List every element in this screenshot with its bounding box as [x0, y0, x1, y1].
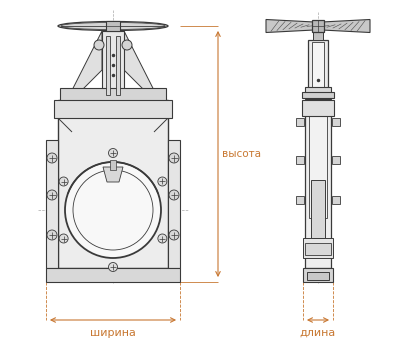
Bar	[296, 118, 304, 126]
Bar	[110, 160, 116, 170]
Bar	[332, 156, 340, 164]
Bar	[296, 196, 304, 204]
Circle shape	[47, 230, 57, 240]
Bar	[308, 40, 328, 95]
Bar	[312, 20, 324, 32]
Text: высота: высота	[222, 149, 261, 159]
Polygon shape	[63, 31, 102, 108]
Bar	[303, 238, 333, 258]
Polygon shape	[322, 19, 370, 33]
Bar	[46, 140, 58, 268]
Bar	[332, 196, 340, 204]
Bar	[58, 100, 168, 268]
Bar	[305, 87, 331, 99]
Bar	[60, 88, 166, 102]
Bar	[305, 243, 331, 255]
Polygon shape	[124, 31, 163, 108]
Bar	[106, 36, 110, 95]
Bar	[296, 156, 304, 164]
Bar	[106, 21, 120, 31]
Bar	[307, 272, 329, 280]
Circle shape	[47, 190, 57, 200]
Circle shape	[108, 148, 118, 157]
Circle shape	[169, 190, 179, 200]
Ellipse shape	[58, 21, 168, 30]
Bar	[303, 268, 333, 282]
Bar	[168, 140, 180, 268]
Circle shape	[108, 263, 118, 272]
Bar	[305, 100, 331, 268]
Circle shape	[47, 153, 57, 163]
Bar	[309, 105, 327, 218]
Bar	[46, 268, 180, 282]
Circle shape	[169, 230, 179, 240]
Bar	[116, 36, 120, 95]
Bar	[313, 32, 323, 40]
Circle shape	[59, 177, 68, 186]
Bar	[302, 100, 334, 116]
Bar	[332, 118, 340, 126]
Circle shape	[158, 177, 167, 186]
Circle shape	[169, 153, 179, 163]
Circle shape	[94, 40, 104, 50]
Polygon shape	[103, 167, 123, 182]
Bar	[312, 42, 324, 93]
Bar	[302, 92, 334, 98]
Text: ширина: ширина	[90, 328, 136, 338]
Circle shape	[65, 162, 161, 258]
Polygon shape	[266, 19, 314, 33]
Text: длина: длина	[300, 328, 336, 338]
Circle shape	[158, 234, 167, 243]
Bar	[102, 31, 124, 100]
Circle shape	[122, 40, 132, 50]
Circle shape	[59, 234, 68, 243]
Bar	[311, 180, 325, 238]
Bar	[54, 100, 172, 118]
